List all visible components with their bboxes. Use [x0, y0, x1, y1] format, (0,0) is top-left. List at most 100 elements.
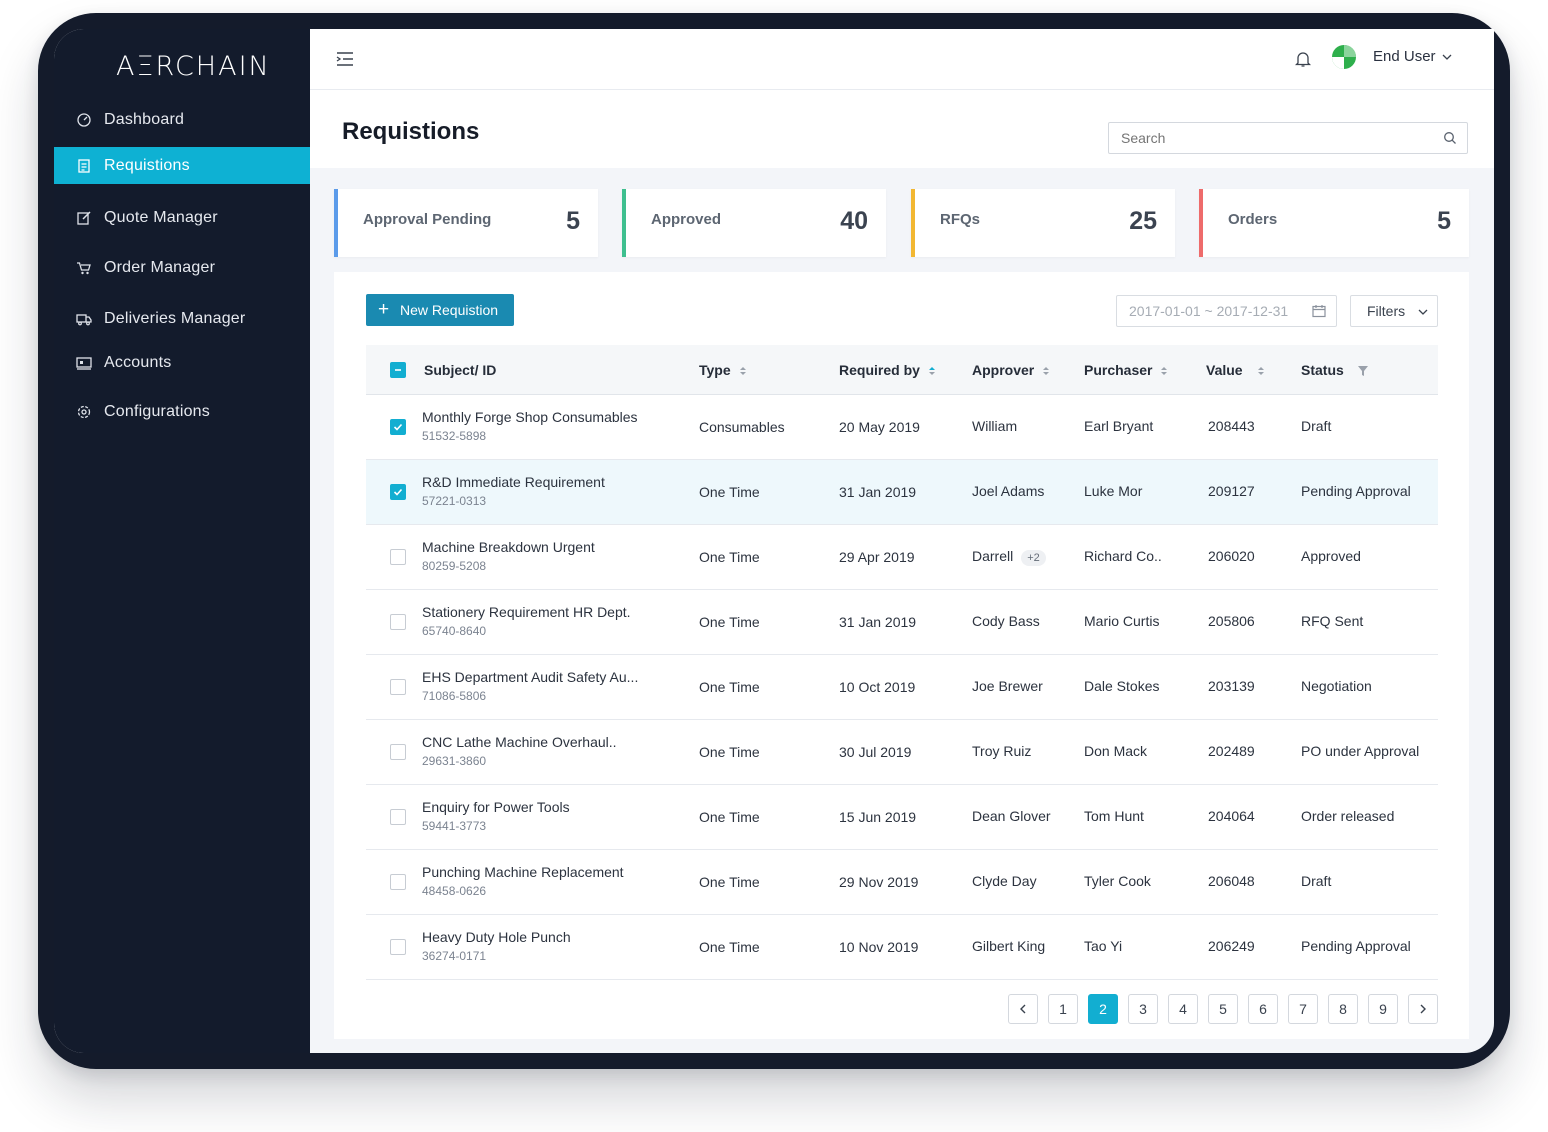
page-button[interactable]: 8 [1328, 994, 1358, 1024]
sort-icon[interactable] [928, 365, 936, 377]
page-button[interactable]: 4 [1168, 994, 1198, 1024]
sidebar-item-configurations[interactable]: Configurations [54, 393, 310, 430]
row-subject[interactable]: EHS Department Audit Safety Au... [422, 669, 639, 685]
table-row[interactable]: Heavy Duty Hole Punch 36274-0171 One Time 1… [366, 915, 1438, 980]
page-button[interactable]: 7 [1288, 994, 1318, 1024]
stat-card-approved[interactable]: Approved 40 [622, 189, 886, 257]
next-page-button[interactable] [1408, 994, 1438, 1024]
row-checkbox[interactable] [390, 744, 406, 760]
row-checkbox[interactable] [390, 419, 406, 435]
column-header-subject[interactable]: Subject/ ID [424, 362, 497, 378]
row-checkbox[interactable] [390, 874, 406, 890]
sidebar-item-requistions[interactable]: Requistions [54, 147, 310, 184]
page-button[interactable]: 3 [1128, 994, 1158, 1024]
row-required-by: 29 Nov 2019 [839, 874, 919, 890]
row-id: 65740-8640 [422, 624, 487, 638]
sort-icon[interactable] [739, 365, 747, 377]
column-header-approver[interactable]: Approver [972, 362, 1050, 378]
page-button[interactable]: 1 [1048, 994, 1078, 1024]
row-subject[interactable]: Enquiry for Power Tools [422, 799, 570, 815]
truck-icon [76, 314, 92, 326]
row-subject[interactable]: Punching Machine Replacement [422, 864, 624, 880]
sidebar-item-accounts[interactable]: Accounts [54, 344, 310, 381]
search-input[interactable] [1119, 129, 1423, 147]
row-approver: Dean Glover [972, 808, 1051, 824]
stat-accent-bar [911, 189, 915, 257]
table-row[interactable]: Stationery Requirement HR Dept. 65740-864… [366, 590, 1438, 655]
column-header-value[interactable]: Value [1206, 362, 1265, 378]
row-required-by: 20 May 2019 [839, 419, 920, 435]
row-value: 209127 [1208, 483, 1255, 499]
row-approver: Cody Bass [972, 613, 1040, 629]
date-range-picker[interactable]: 2017-01-01 ~ 2017-12-31 [1116, 295, 1337, 327]
sort-icon[interactable] [1257, 365, 1265, 377]
sidebar-item-deliveries-manager[interactable]: Deliveries Manager [54, 300, 310, 337]
column-header-purchaser[interactable]: Purchaser [1084, 362, 1168, 378]
filter-icon[interactable] [1357, 365, 1368, 377]
row-subject[interactable]: Stationery Requirement HR Dept. [422, 604, 631, 620]
page-button[interactable]: 6 [1248, 994, 1278, 1024]
row-subject[interactable]: Monthly Forge Shop Consumables [422, 409, 638, 425]
chevron-down-icon[interactable] [1441, 51, 1453, 63]
column-header-type[interactable]: Type [699, 362, 747, 378]
column-header-required-by[interactable]: Required by [839, 362, 936, 378]
row-approver: William [972, 418, 1017, 434]
table-row[interactable]: Monthly Forge Shop Consumables 51532-5898… [366, 395, 1438, 460]
row-id: 80259-5208 [422, 559, 487, 573]
row-checkbox[interactable] [390, 614, 406, 630]
row-required-by: 31 Jan 2019 [839, 484, 917, 500]
stat-card-rfqs[interactable]: RFQs 25 [911, 189, 1175, 257]
page-button-current[interactable]: 2 [1088, 994, 1118, 1024]
row-checkbox[interactable] [390, 549, 406, 565]
row-status: Order released [1301, 808, 1395, 824]
row-approver: Joel Adams [972, 483, 1044, 499]
table-row[interactable]: Machine Breakdown Urgent 80259-5208 One Ti… [366, 525, 1438, 590]
select-all-checkbox[interactable] [390, 362, 406, 378]
row-approver-name: Troy Ruiz [972, 743, 1032, 759]
stat-value: 5 [1437, 207, 1451, 235]
bell-icon[interactable] [1295, 50, 1311, 68]
sidebar-item-dashboard[interactable]: Dashboard [54, 101, 310, 138]
sidebar-item-quote-manager[interactable]: Quote Manager [54, 199, 310, 236]
row-value: 203139 [1208, 678, 1255, 694]
topbar: End User [310, 29, 1494, 90]
user-name[interactable]: End User [1373, 48, 1436, 65]
menu-toggle-icon[interactable] [334, 49, 356, 69]
row-subject[interactable]: Machine Breakdown Urgent [422, 539, 595, 555]
row-subject[interactable]: CNC Lathe Machine Overhaul.. [422, 734, 617, 750]
search-box[interactable] [1108, 122, 1468, 154]
table-row[interactable]: R&D Immediate Requirement 57221-0313 One T… [366, 460, 1438, 525]
prev-page-button[interactable] [1008, 994, 1038, 1024]
row-subject[interactable]: R&D Immediate Requirement [422, 474, 605, 490]
page-button[interactable]: 9 [1368, 994, 1398, 1024]
table-row[interactable]: CNC Lathe Machine Overhaul.. 29631-3860 On… [366, 720, 1438, 785]
new-requisition-label: New Requistion [400, 302, 499, 318]
approver-count-badge[interactable]: +2 [1021, 550, 1046, 566]
row-checkbox[interactable] [390, 484, 406, 500]
row-subject[interactable]: Heavy Duty Hole Punch [422, 929, 571, 945]
avatar[interactable] [1332, 45, 1356, 69]
sort-icon[interactable] [1042, 365, 1050, 377]
filters-dropdown[interactable]: Filters [1350, 295, 1438, 327]
page-button[interactable]: 5 [1208, 994, 1238, 1024]
table-row[interactable]: EHS Department Audit Safety Au... 71086-5… [366, 655, 1438, 720]
stat-card-orders[interactable]: Orders 5 [1199, 189, 1469, 257]
column-header-status[interactable]: Status [1301, 362, 1368, 378]
gauge-icon [77, 113, 91, 127]
table-row[interactable]: Enquiry for Power Tools 59441-3773 One Tim… [366, 785, 1438, 850]
sort-icon[interactable] [1160, 365, 1168, 377]
row-required-by: 31 Jan 2019 [839, 614, 917, 630]
stat-label: Orders [1228, 211, 1278, 228]
row-checkbox[interactable] [390, 939, 406, 955]
search-icon[interactable] [1443, 131, 1457, 145]
table-row[interactable]: Punching Machine Replacement 48458-0626 On… [366, 850, 1438, 915]
row-checkbox[interactable] [390, 809, 406, 825]
row-approver-name: William [972, 418, 1018, 434]
row-approver-name: Dean Glover [972, 808, 1051, 824]
new-requisition-button[interactable]: + New Requistion [366, 294, 514, 326]
row-checkbox[interactable] [390, 679, 406, 695]
date-range-value: 2017-01-01 ~ 2017-12-31 [1129, 303, 1289, 319]
sidebar-item-order-manager[interactable]: Order Manager [54, 249, 310, 286]
row-approver-name: Gilbert King [972, 938, 1046, 954]
stat-card-approval-pending[interactable]: Approval Pending 5 [334, 189, 598, 257]
